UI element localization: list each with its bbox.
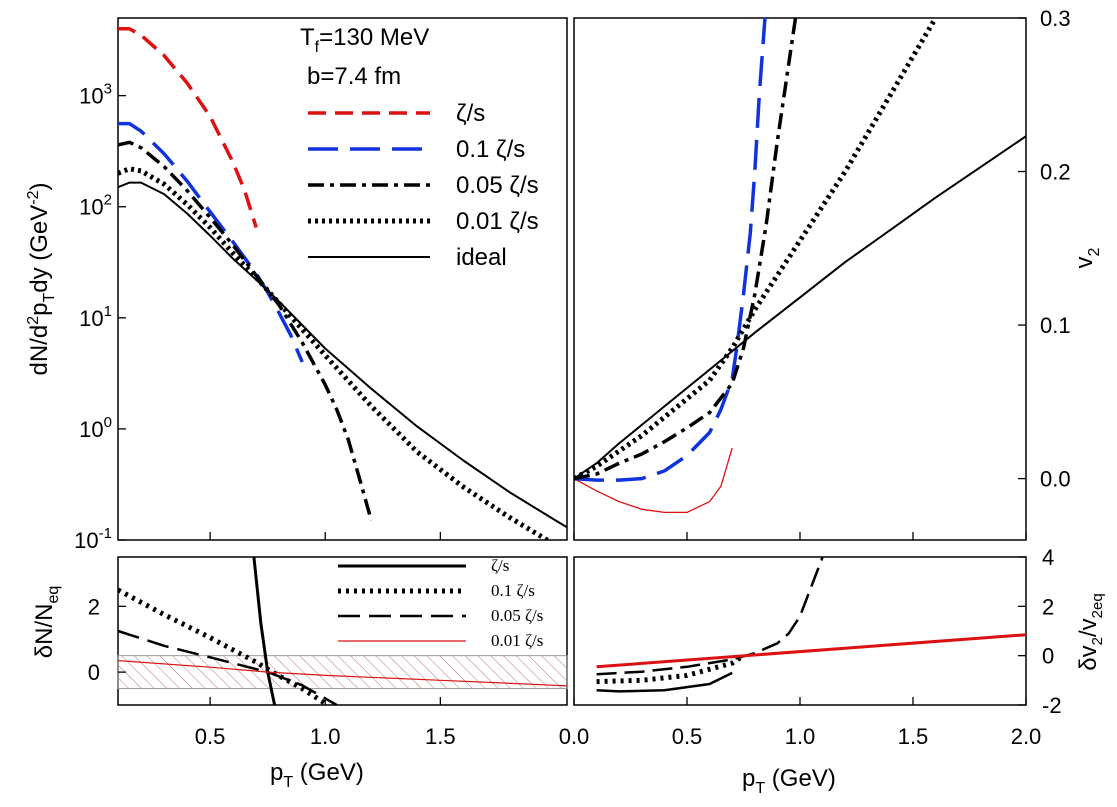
v2-series-4 [574,18,938,481]
dN-series-3 [118,629,338,705]
legend-bottom-label: 0.01 ζ/s [491,631,543,650]
right-xtick-label: 0.0 [559,724,590,749]
spectra-ytick-label: 102 [79,192,112,220]
right-xtick-label: 1.5 [898,724,929,749]
spectra-series-4 [118,166,552,540]
dN-series-2 [118,587,327,705]
right-xtick-label: 1.0 [785,724,816,749]
left-xtick-label: 1.5 [425,724,456,749]
v2-series-2 [574,18,767,482]
dv2-ytick-label: 4 [1042,545,1054,570]
dN-series-1 [252,557,277,705]
left-xlabel: pT (GeV) [270,759,364,791]
spectra-ytick-label: 100 [79,414,112,442]
legend-top-label: ζ/s [456,100,485,127]
legend-bottom-label: ζ/s [491,556,509,575]
dN-ytick-label: 0 [88,660,100,685]
dN-series-4 [118,660,567,687]
dv2-ytick-label: 2 [1042,594,1054,619]
dN-series [118,557,567,705]
spectra-series [118,27,567,540]
dv2-series-4 [596,633,1026,669]
dN-ylabel: δN/Neq [31,586,62,659]
v2-ytick-label: 0.1 [1040,313,1071,338]
spectra-series-5 [118,181,567,529]
legend-top-label: ideal [456,244,507,271]
dv2-ytick-label: 0 [1042,644,1054,669]
right-xtick-label: 2.0 [1011,724,1042,749]
dv2-ytick-label: -2 [1042,693,1062,718]
axis-ticks: 10-1 100 101 102 103 0.5 1.0 1.5 0.0 0.1 0.2 0.3 0.0… [74,6,1070,749]
dv2-series-2 [596,653,745,685]
spectra-ytick-label: 103 [79,81,112,109]
dv2-panel-frame [573,556,1027,706]
spectra-panel-frame [117,17,568,541]
dN-ytick-label: 2 [88,594,100,619]
spectra-series-2 [118,121,304,363]
left-xtick-label: 0.5 [195,724,226,749]
legend-top-label: 0.1 ζ/s [456,136,525,163]
v2-series-1 [574,447,733,514]
left-xtick-label: 1.0 [310,724,341,749]
dN-hatched-band [117,655,568,690]
right-xtick-label: 0.5 [672,724,703,749]
spectra-ytick-label: 101 [79,303,112,331]
v2-ytick-label: 0.3 [1040,6,1071,31]
dv2-series [596,557,1026,693]
legend-top-label: 0.01 ζ/s [456,208,539,235]
dv2-ylabel: δv2/v2eq [1075,593,1106,670]
legend-bottom: ζ/s 0.1 ζ/s 0.05 ζ/s 0.01 ζ/s [338,556,543,650]
spectra-series-3 [118,140,373,521]
legend-bottom-label: 0.05 ζ/s [491,606,543,625]
annotation-b: b=7.4 fm [307,63,401,90]
right-xlabel: pT (GeV) [742,765,836,797]
v2-ytick-label: 0.2 [1040,160,1071,185]
v2-panel-frame [573,17,1027,541]
legend-top-label: 0.05 ζ/s [456,172,539,199]
v2-series-3 [574,18,798,481]
v2-ylabel: v2 [1071,247,1103,268]
annotation-tf: Tf=130 MeV [300,24,429,56]
dv2-series-3 [596,557,824,676]
v2-series [574,18,1026,514]
dv2-series-1 [596,671,733,693]
v2-ytick-label: 0.0 [1040,467,1071,492]
spectra-ylabel: dN/d2pTdy (GeV-2) [25,182,58,375]
spectra-ytick-label: 10-1 [74,525,112,553]
spectra-series-1 [118,27,258,229]
v2-series-5 [574,135,1026,480]
legend-top: ζ/s 0.1 ζ/s 0.05 ζ/s 0.01 ζ/s ideal [308,100,539,271]
legend-bottom-label: 0.1 ζ/s [491,581,535,600]
